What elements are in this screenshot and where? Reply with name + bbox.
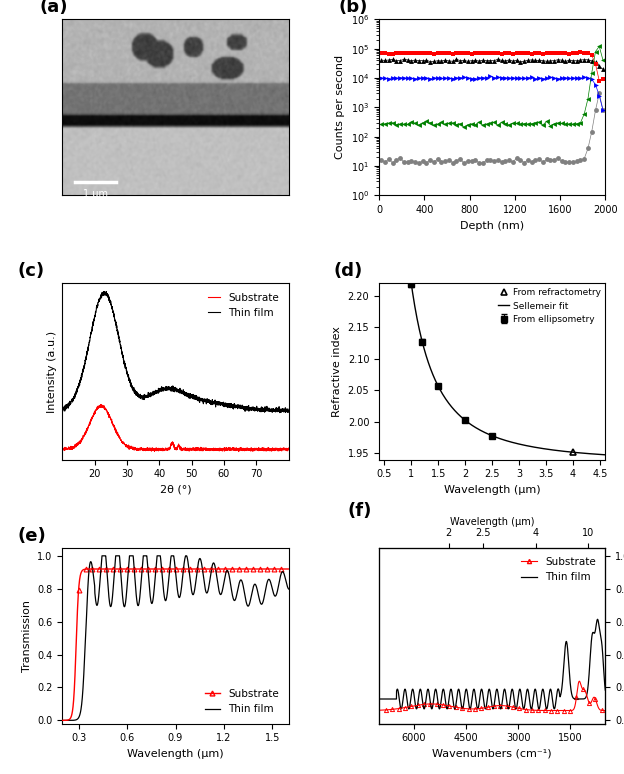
X-axis label: 2θ (°): 2θ (°)	[160, 485, 192, 495]
Substrate	[163, 445, 170, 454]
Line: Thin film: Thin film	[62, 292, 288, 413]
Thin film	[237, 575, 245, 584]
Thin film	[428, 704, 436, 714]
Legend: 23Na, 93Nb, 30Si, 16O, 10B: 23Na, 93Nb, 30Si, 16O, 10B	[376, 0, 608, 2]
Thin film	[597, 633, 605, 642]
X-axis label: Wavelength (μm): Wavelength (μm)	[450, 517, 534, 527]
Sellemeir fit	[580, 449, 588, 458]
Sellemeir fit	[514, 439, 522, 448]
Text: (d): (d)	[334, 262, 363, 280]
Thin film	[98, 551, 105, 560]
Substrate	[278, 444, 286, 454]
Text: (b): (b)	[338, 0, 368, 16]
X-axis label: Depth (nm): Depth (nm)	[460, 221, 524, 231]
Thin film	[285, 407, 292, 416]
Y-axis label: Counts per second: Counts per second	[335, 55, 345, 159]
Substrate	[168, 437, 176, 447]
Sellemeir fit	[566, 447, 573, 457]
Thin film	[472, 694, 479, 703]
Thin film	[602, 686, 609, 695]
Thin film	[278, 567, 286, 577]
Thin film	[70, 716, 77, 725]
Legend: Substrate, Thin film: Substrate, Thin film	[203, 289, 283, 322]
Thin film	[414, 695, 422, 704]
Legend: From refractometry, Sellemeir fit, From ellipsometry: From refractometry, Sellemeir fit, From …	[499, 288, 601, 324]
Legend: Substrate, Thin film: Substrate, Thin film	[517, 553, 600, 587]
Thin film	[462, 685, 470, 694]
Substrate	[59, 444, 66, 453]
Substrate	[237, 445, 245, 454]
Thin film	[168, 551, 176, 560]
Thin film	[594, 615, 602, 624]
Substrate	[278, 444, 286, 454]
Legend: Substrate, Thin film: Substrate, Thin film	[200, 685, 283, 718]
X-axis label: Wavelength (μm): Wavelength (μm)	[127, 749, 224, 759]
Line: Substrate: Substrate	[62, 405, 288, 451]
Text: (e): (e)	[17, 526, 46, 545]
Thin film	[168, 383, 176, 392]
X-axis label: Wavenumbers (cm⁻¹): Wavenumbers (cm⁻¹)	[432, 749, 552, 759]
Thin film	[59, 716, 66, 725]
Line: Thin film: Thin film	[379, 619, 605, 709]
Text: 1 μm: 1 μm	[84, 189, 109, 199]
Sellemeir fit	[510, 438, 517, 447]
Sellemeir fit	[602, 450, 609, 460]
Thin film	[163, 594, 170, 603]
Thin film	[573, 694, 580, 704]
Substrate	[235, 447, 243, 456]
Thin film	[278, 567, 286, 577]
Thin film	[59, 403, 66, 413]
Thin film	[100, 287, 107, 296]
Y-axis label: Intensity (a.u.): Intensity (a.u.)	[47, 330, 57, 413]
Line: Thin film: Thin film	[62, 556, 288, 721]
Line: Sellemeir fit: Sellemeir fit	[380, 0, 605, 455]
Thin film	[401, 684, 409, 694]
Substrate	[97, 400, 104, 409]
Thin film	[278, 404, 286, 413]
X-axis label: Wavelength (μm): Wavelength (μm)	[444, 485, 540, 495]
Y-axis label: Refractive index: Refractive index	[332, 326, 342, 417]
Thin film	[375, 694, 383, 704]
Sellemeir fit	[510, 438, 518, 447]
Text: (a): (a)	[40, 0, 68, 16]
Y-axis label: Transmission: Transmission	[22, 600, 32, 672]
Text: (f): (f)	[348, 502, 372, 520]
Thin film	[237, 402, 245, 412]
Thin film	[285, 584, 292, 594]
Thin film	[70, 392, 77, 402]
Substrate	[285, 444, 292, 453]
Thin film	[278, 406, 286, 416]
Substrate	[70, 443, 77, 452]
Thin film	[276, 408, 283, 417]
Thin film	[163, 383, 170, 392]
Text: (c): (c)	[17, 262, 44, 280]
